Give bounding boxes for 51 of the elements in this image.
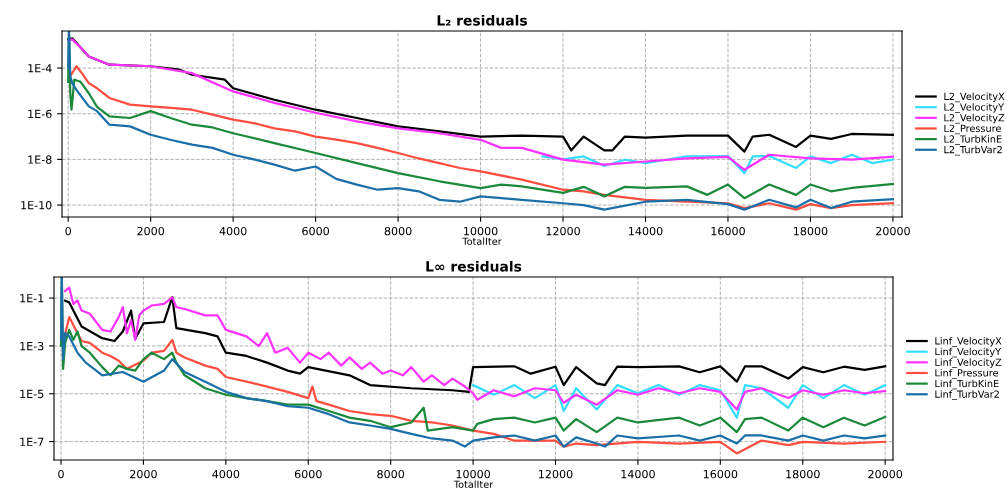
line-series (471, 383, 887, 419)
chart-title: L₂ residuals (437, 14, 527, 26)
legend-label: Linf_TurbVar2 (935, 390, 999, 400)
y-tick-label: 1E-8 (28, 155, 52, 164)
x-tick-label: 18000 (794, 226, 828, 236)
line-series (69, 65, 895, 211)
y-tick-label: 1E-10 (21, 201, 52, 210)
x-tick-label: 0 (65, 226, 71, 236)
x-tick-label: 4000 (219, 226, 247, 236)
legend-label: L2_VelocityZ (944, 113, 1005, 124)
x-tick-label: 0 (58, 469, 64, 479)
y-tick-label: 1E-5 (20, 389, 44, 399)
x-axis-title: TotalIter (453, 480, 494, 488)
line-series (541, 153, 895, 175)
x-tick-label: 14000 (629, 226, 663, 236)
legend-label: Linf_VelocityY (935, 347, 1002, 358)
chart-title: L∞ residuals (426, 260, 522, 272)
legend-label: L2_TurbKinE (944, 135, 1002, 145)
x-tick-label: 8000 (377, 469, 405, 479)
x-tick-label: 10000 (456, 469, 491, 479)
x-tick-label: 10000 (464, 226, 498, 236)
x-tick-label: 4000 (212, 469, 240, 479)
x-tick-label: 8000 (384, 226, 412, 236)
y-tick-label: 1E-1 (20, 294, 44, 303)
x-tick-label: 16000 (711, 226, 745, 236)
x-tick-label: 2000 (137, 226, 165, 236)
legend-label: L2_VelocityY (944, 103, 1005, 113)
x-tick-label: 14000 (621, 469, 655, 479)
x-tick-label: 12000 (546, 226, 580, 236)
x-tick-label: 6000 (302, 226, 330, 236)
legend-label: L2_Pressure (944, 124, 1001, 135)
x-axis-title: TotalIter (462, 237, 502, 245)
y-tick-label: 1E-3 (20, 341, 44, 351)
y-tick-label: 1E-6 (28, 109, 52, 119)
x-tick-label: 18000 (786, 469, 820, 479)
line-series (64, 295, 887, 393)
y-tick-label: 1E-7 (20, 437, 44, 446)
x-tick-label: 2000 (130, 469, 157, 479)
legend-label: Linf_VelocityX (935, 337, 1002, 347)
legend-label: Linf_VelocityZ (935, 358, 1002, 369)
x-tick-label: 6000 (294, 469, 322, 479)
legend-label: L2_VelocityX (944, 92, 1005, 103)
line-series (64, 286, 887, 411)
x-tick-label: 16000 (703, 469, 738, 479)
x-tick-label: 20000 (868, 469, 903, 479)
legend-label: Linf_Pressure (935, 368, 998, 379)
x-tick-label: 12000 (539, 469, 573, 479)
legend-label: Linf_TurbKinE (935, 379, 999, 390)
legend-label: L2_TurbVar2 (944, 145, 1002, 156)
x-tick-label: 20000 (876, 226, 910, 236)
y-tick-label: 1E-4 (28, 64, 52, 73)
